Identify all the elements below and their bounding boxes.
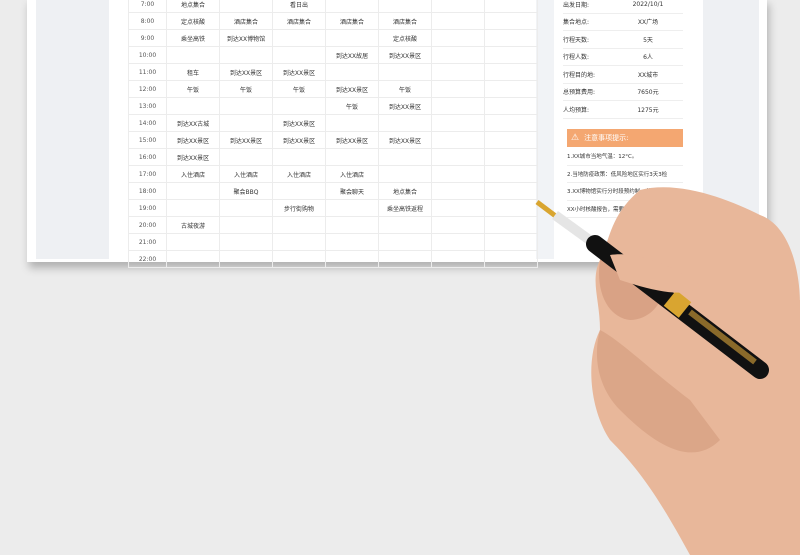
info-row: 集合地点: XX广场: [563, 14, 683, 31]
info-row: 出发日期: 2022/10/1: [563, 0, 683, 14]
table-row: 18:00 聚会BBQ 聚会聊天 地点集合: [128, 182, 538, 200]
info-row: 行程目的地: XX城市: [563, 66, 683, 84]
sheet-gutter: [536, 0, 554, 259]
notice-banner: ⚠ 注意事项提示:: [567, 129, 683, 147]
info-value[interactable]: 1275元: [637, 106, 659, 114]
notice-item: 1.XX城市当地气温：12°C。: [567, 148, 683, 166]
warning-icon: ⚠: [571, 133, 580, 143]
info-label: 出发日期:: [563, 1, 590, 9]
info-value[interactable]: 2022/10/1: [632, 0, 664, 8]
sheet-margin-left: [36, 0, 109, 259]
info-label: 行程人数:: [563, 54, 590, 62]
table-row: 9:00 乘坐高铁 到达XX博物馆 定点核酸: [128, 29, 538, 47]
info-value[interactable]: 5天: [643, 36, 653, 44]
info-label: 总预算费用:: [563, 89, 596, 97]
activity-cell[interactable]: [484, 250, 538, 268]
info-row: 人均预算: 1275元: [563, 101, 683, 119]
notice-item: 2.当地防疫政策：低风险地区实行3天3检: [567, 166, 683, 183]
info-row: 行程人数: 6人: [563, 49, 683, 66]
info-label: 行程目的地:: [563, 71, 596, 79]
info-value[interactable]: 7650元: [637, 89, 659, 97]
info-label: 集合地点:: [563, 19, 590, 27]
schedule-table: 7:00 地点集合 看日出 8:00 定点核酸 酒店集合 酒店集合 酒店集合 酒店集合 9:00 乘…: [128, 0, 538, 268]
trip-info-panel: 出发日期: 2022/10/1 集合地点: XX广场行程天数: 5天行程人数: 6人行程目…: [563, 0, 683, 119]
info-value[interactable]: 6人: [643, 54, 653, 62]
info-label: 行程天数:: [563, 36, 590, 44]
info-row: 总预算费用: 7650元: [563, 84, 683, 101]
info-value[interactable]: XX城市: [637, 71, 659, 79]
table-row: 21:00: [128, 233, 538, 251]
info-value[interactable]: XX广场: [637, 19, 659, 27]
table-row: 17:00 入住酒店 入住酒店 入住酒店 入住酒店: [128, 165, 538, 183]
info-row: 行程天数: 5天: [563, 31, 683, 49]
table-row: 20:00 古城夜游: [128, 216, 538, 234]
info-label: 人均预算:: [563, 106, 590, 114]
table-row: 22:00: [128, 250, 538, 268]
notice-title: 注意事项提示:: [584, 134, 629, 142]
notice-item: 3.XX博物馆实行分时段预约制，并需要出示: [567, 183, 683, 201]
table-row: 10:00 到达XX故居 到达XX景区: [128, 46, 538, 64]
